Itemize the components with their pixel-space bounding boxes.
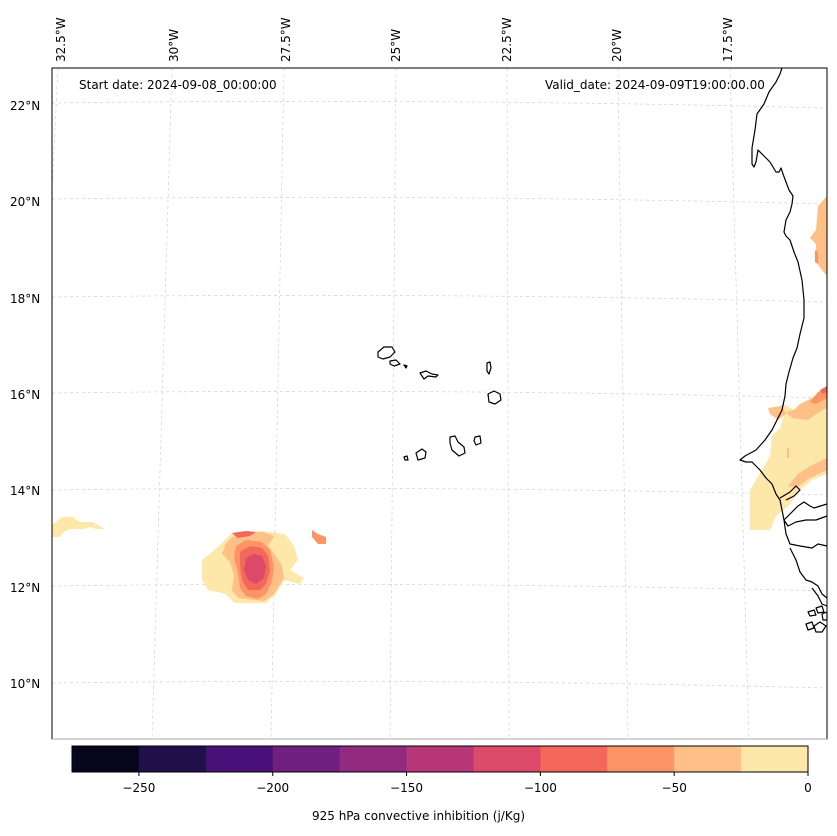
colorbar-bin: [72, 746, 140, 772]
latitude-tick-label: 20°N: [10, 195, 41, 209]
colorbar-frame: [71, 745, 809, 773]
gridline-lon: [389, 67, 397, 740]
longitude-tick-label: 17.5°W: [721, 17, 735, 62]
island-bijagos-1: [807, 609, 817, 617]
contour-senegal-coral: [820, 386, 827, 394]
longitude-tick-label: 25°W: [389, 28, 403, 62]
contour-patch-west: [52, 517, 104, 537]
colorbar-tick-label: −200: [256, 781, 290, 795]
contour-senegal-south-light: [788, 458, 827, 488]
colorbar-label: 925 hPa convective inhibition (j/Kg): [311, 809, 525, 823]
island-bijagos-2: [815, 605, 825, 614]
colorbar-bin: [607, 746, 675, 772]
colorbar-tick-label: −50: [661, 781, 687, 795]
longitude-tick-label: 20°W: [610, 28, 624, 62]
gridline-lat: [51, 583, 828, 592]
gridline-lon: [506, 67, 510, 740]
colorbar-bin: [674, 746, 742, 772]
latitude-tick-label: 16°N: [10, 388, 41, 402]
island-bijagos-3: [805, 621, 815, 631]
colorbar-bin: [339, 746, 408, 772]
colorbar-tick-label: −250: [122, 781, 156, 795]
island-sal: [486, 361, 492, 375]
gridline-lat: [51, 487, 828, 496]
latitude-tick-label: 18°N: [10, 292, 41, 306]
contour-sw-core: [244, 554, 266, 584]
colorbar-bin: [540, 746, 608, 772]
colorbar-tick-label: −150: [390, 781, 424, 795]
latitude-tick-label: 14°N: [10, 484, 41, 498]
island-brava: [403, 455, 409, 461]
gridline-lon: [270, 67, 285, 740]
colorbar-tick-label: 0: [804, 781, 812, 795]
gridline-lat: [51, 680, 828, 689]
longitude-tick-label: 22.5°W: [500, 17, 514, 62]
gridline-lat: [51, 100, 828, 109]
colorbar-bin: [205, 746, 274, 772]
coastline-guinea-bissau-south: [811, 587, 828, 607]
longitude-tick-label: 32.5°W: [54, 17, 68, 62]
coastline-gambia-south: [783, 501, 828, 521]
coastlines: [377, 67, 828, 633]
island-sao-nicolau: [419, 370, 439, 380]
colorbar-bin: [406, 746, 474, 772]
island-maio: [473, 435, 482, 446]
contour-senegal-spot: [787, 448, 789, 458]
island-santo-antao: [377, 346, 396, 360]
gridline-lon: [729, 67, 750, 740]
island-santa-luzia: [403, 364, 408, 369]
gridline-lon: [51, 67, 59, 191]
coastline-mainland: [739, 67, 828, 527]
valid-date-label: Valid_date: 2024-09-09T19:00:00.00: [545, 78, 765, 92]
colorbar-bin: [741, 746, 809, 772]
latitude-tick-label: 10°N: [10, 677, 41, 691]
contour-senegal-outer: [750, 388, 827, 530]
colorbar-bin: [473, 746, 541, 772]
latitude-tick-label: 22°N: [10, 99, 41, 113]
coastline-casamance: [783, 519, 828, 549]
island-boa-vista: [487, 390, 502, 405]
contour-sw-top-edge: [232, 531, 256, 538]
longitude-tick-label: 30°W: [167, 28, 181, 62]
gridline-lat: [51, 196, 828, 205]
colorbar-tick-label: −100: [523, 781, 557, 795]
colorbar-bin: [138, 746, 207, 772]
longitude-tick-label: 27.5°W: [279, 17, 293, 62]
island-sao-vicente: [389, 359, 401, 367]
gridline-lat: [51, 294, 828, 303]
contour-mauritania: [810, 196, 827, 276]
map-background: [52, 68, 827, 739]
colorbar: [71, 745, 809, 776]
island-bijagos-4: [813, 621, 827, 633]
colorbar-bin: [272, 746, 341, 772]
contour-sw-fragment: [312, 530, 326, 544]
contour-mauritania-inner: [815, 250, 818, 264]
gridline-lon: [617, 67, 629, 740]
island-santiago: [449, 435, 466, 457]
gridline-lon: [151, 67, 173, 740]
coastline-guinea-bissau: [789, 547, 828, 599]
start-date-label: Start date: 2024-09-08_00:00:00: [79, 78, 277, 92]
gridline-lat: [51, 390, 828, 399]
latitude-tick-label: 12°N: [10, 581, 41, 595]
coastline-gambia-north: [779, 485, 801, 501]
gridlines: [51, 67, 828, 740]
island-fogo: [415, 448, 427, 461]
